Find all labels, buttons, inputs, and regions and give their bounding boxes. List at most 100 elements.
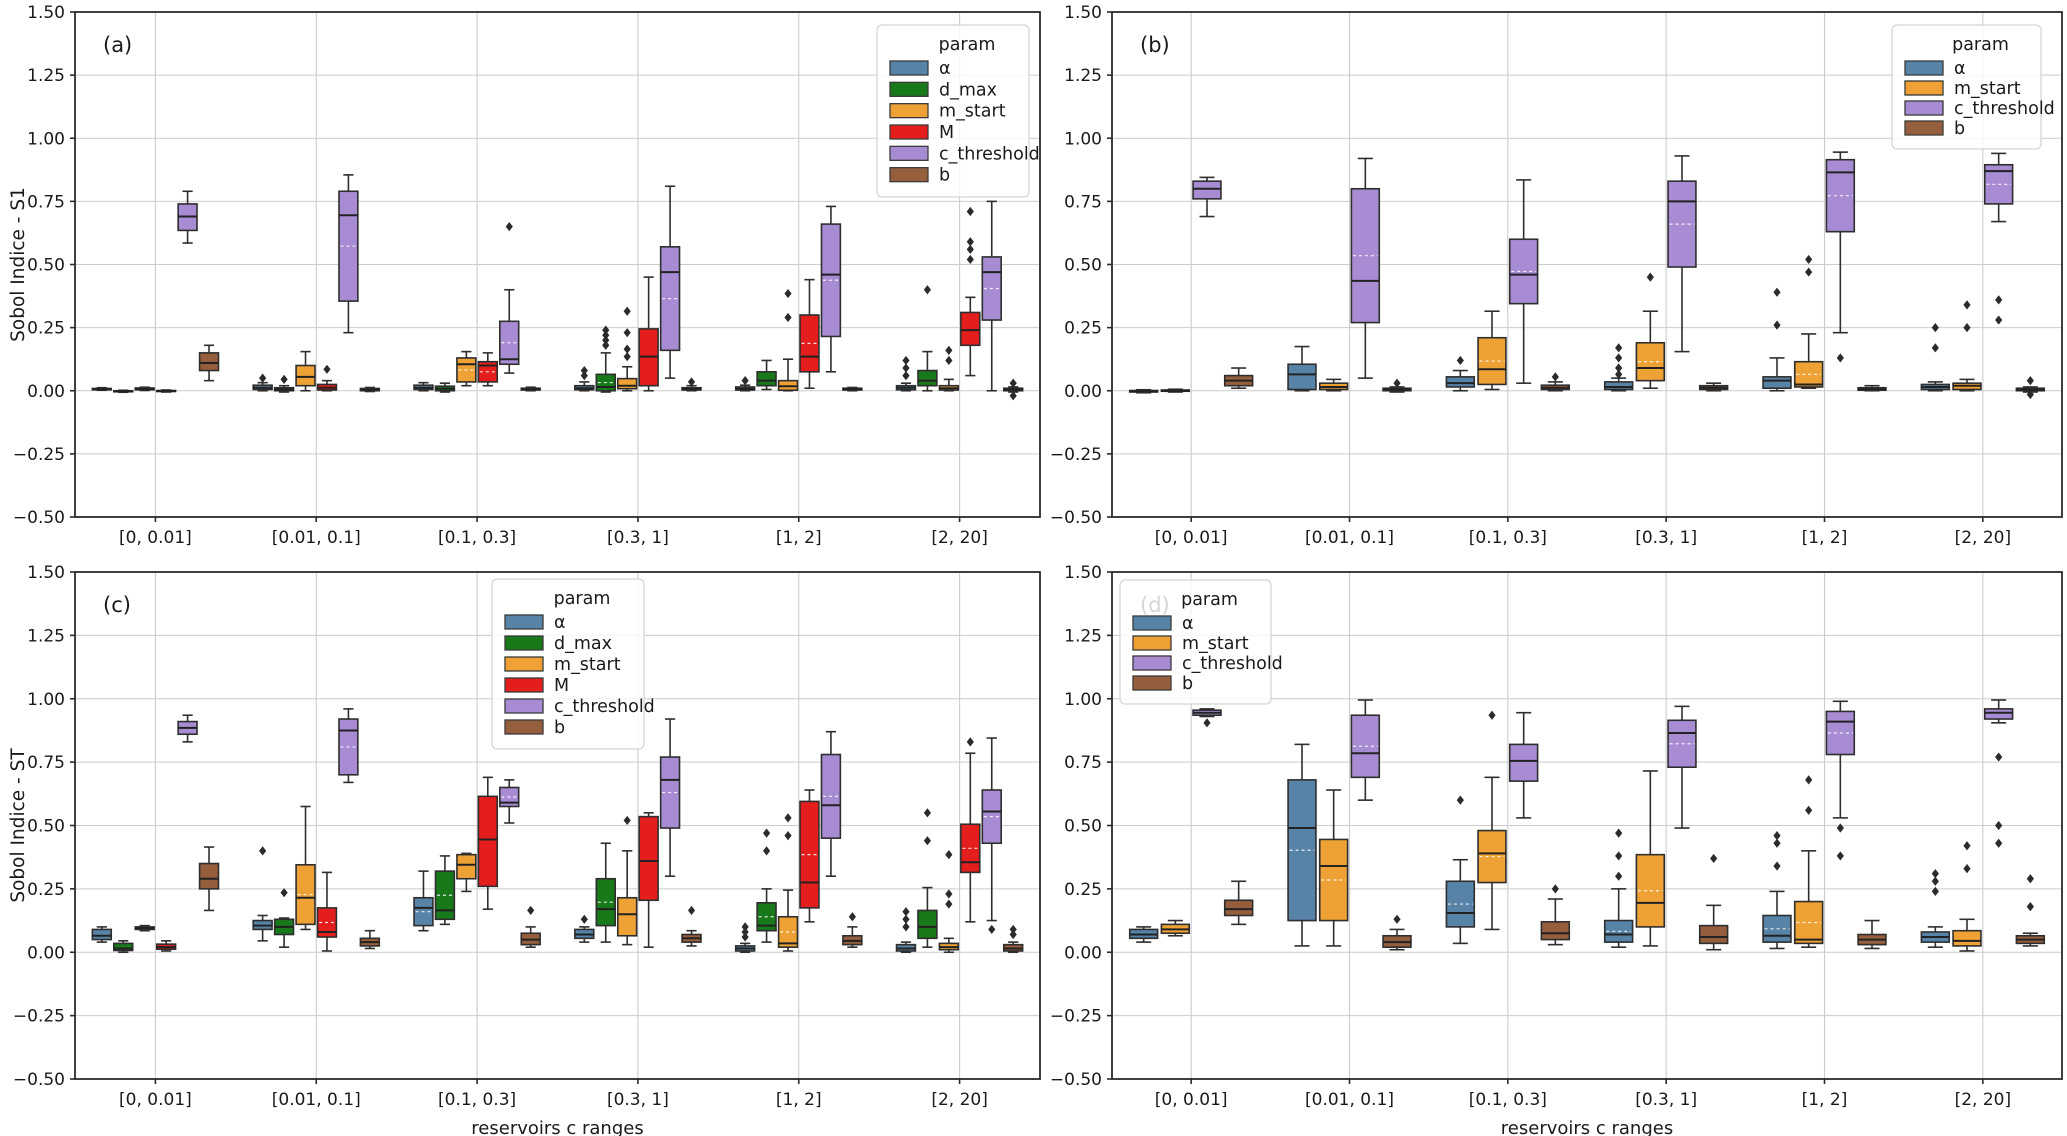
outlier-diamond: [1393, 378, 1401, 388]
x-tick-label: [2, 20]: [931, 528, 988, 548]
outlier-diamond: [1931, 886, 1939, 897]
y-tick-label: 0.25: [1064, 319, 1102, 339]
outlier-diamond: [741, 932, 749, 942]
series-m_start: [134, 805, 960, 954]
y-tick-label: 1.50: [1064, 563, 1102, 583]
outlier-diamond: [762, 846, 771, 856]
outlier-diamond: [1393, 914, 1401, 924]
y-tick-label: 1.00: [27, 129, 65, 149]
legend-label-c_threshold: c_threshold: [554, 697, 655, 717]
series-α: [1128, 743, 1951, 950]
series-m_start: [134, 288, 960, 392]
outlier-diamond: [923, 808, 932, 818]
y-tick-label: −0.50: [1050, 1070, 1102, 1090]
legend-label-b: b: [1954, 119, 1965, 139]
y-tick-label: 0.25: [1064, 880, 1102, 900]
panel-letter: (c): [103, 593, 131, 617]
outlier-diamond: [323, 364, 331, 374]
series-M: [155, 737, 981, 952]
series-d_max: [113, 808, 938, 954]
legend-label-b: b: [1182, 674, 1193, 694]
legend-label-α: α: [939, 59, 951, 79]
x-tick-label: [0.01, 0.1]: [272, 528, 361, 548]
legend-swatch-M: [889, 124, 929, 140]
y-tick-label: 0.00: [1064, 382, 1102, 402]
legend-swatch-c_threshold: [1132, 655, 1172, 671]
box: [295, 364, 316, 387]
outlier-diamond: [1836, 851, 1844, 861]
outlier-diamond: [602, 325, 610, 335]
x-tick-label: [0.1, 0.3]: [438, 1090, 516, 1110]
series-c_threshold: [177, 174, 1002, 392]
box: [616, 896, 638, 937]
outlier-diamond: [1963, 863, 1971, 874]
legend-title: param: [1952, 35, 2009, 55]
series-α: [1128, 287, 1951, 394]
series-d_max: [113, 285, 938, 394]
outlier-diamond: [1995, 752, 2003, 762]
outlier-diamond: [1615, 851, 1623, 861]
box: [917, 369, 938, 387]
box: [1223, 899, 1254, 917]
outlier-diamond: [1805, 267, 1813, 277]
series-α: [91, 846, 917, 954]
series-c_threshold: [177, 708, 1002, 935]
outlier-diamond: [1963, 300, 1971, 310]
legend-swatch-m_start: [889, 103, 929, 119]
outlier-diamond: [1615, 871, 1623, 881]
y-tick-label: 1.50: [27, 3, 65, 23]
outlier-diamond: [945, 899, 953, 909]
outlier-diamond: [902, 363, 910, 373]
series-b: [198, 344, 1024, 401]
outlier-diamond: [966, 244, 974, 254]
outlier-diamond: [1805, 805, 1813, 815]
legend-label-d_max: d_max: [554, 634, 612, 654]
outlier-diamond: [1009, 929, 1017, 940]
y-tick-label: 1.50: [27, 563, 65, 583]
series-b: [1223, 853, 2046, 951]
box: [456, 853, 477, 880]
outlier-diamond: [762, 828, 771, 838]
legend-swatch-c_threshold: [504, 698, 544, 714]
legend-label-m_start: m_start: [554, 655, 621, 675]
legend-swatch-b: [504, 719, 544, 735]
legend-label-c_threshold: c_threshold: [1954, 99, 2055, 119]
legend-swatch-m_start: [1132, 635, 1172, 651]
legend-label-α: α: [554, 613, 566, 633]
box: [616, 377, 638, 390]
outlier-diamond: [602, 335, 610, 345]
outlier-diamond: [623, 344, 631, 354]
legend-title: param: [554, 589, 611, 609]
x-tick-label: [1, 2]: [776, 1090, 822, 1110]
outlier-diamond: [1646, 272, 1654, 282]
y-tick-label: 1.50: [1064, 3, 1102, 23]
outlier-diamond: [902, 914, 910, 924]
legend-label-m_start: m_start: [1954, 79, 2021, 99]
x-tick-label: [0.3, 1]: [607, 528, 669, 548]
series-c_threshold: [1192, 151, 2014, 384]
outlier-diamond: [902, 907, 910, 917]
box: [1762, 914, 1792, 943]
legend-swatch-m_start: [504, 656, 544, 672]
outlier-diamond: [580, 914, 588, 924]
panel-c: 1.50 1.25 1.00 0.75 0.50 0.25 0.00 −0.25 −0.50 [0…: [8, 563, 1041, 1136]
outlier-diamond: [580, 371, 588, 381]
outlier-diamond: [1995, 838, 2003, 848]
outlier-diamond: [1995, 315, 2003, 325]
outlier-diamond: [259, 373, 267, 383]
outlier-diamond: [1773, 831, 1781, 841]
outlier-diamond: [945, 345, 953, 355]
legend-swatch-c_threshold: [1904, 100, 1944, 116]
y-tick-label: −0.50: [13, 508, 65, 528]
series-m_start: [1160, 254, 1982, 393]
outlier-diamond: [2026, 902, 2034, 912]
panel-letter: (b): [1140, 33, 1170, 57]
outlier-diamond: [2026, 376, 2034, 386]
legend-label-c_threshold: c_threshold: [1182, 654, 1283, 674]
outlier-diamond: [623, 352, 631, 362]
outlier-diamond: [1488, 710, 1496, 720]
box: [1192, 180, 1222, 200]
legend-title: param: [1181, 590, 1238, 610]
x-tick-label: [0, 0.01]: [1155, 1090, 1228, 1110]
